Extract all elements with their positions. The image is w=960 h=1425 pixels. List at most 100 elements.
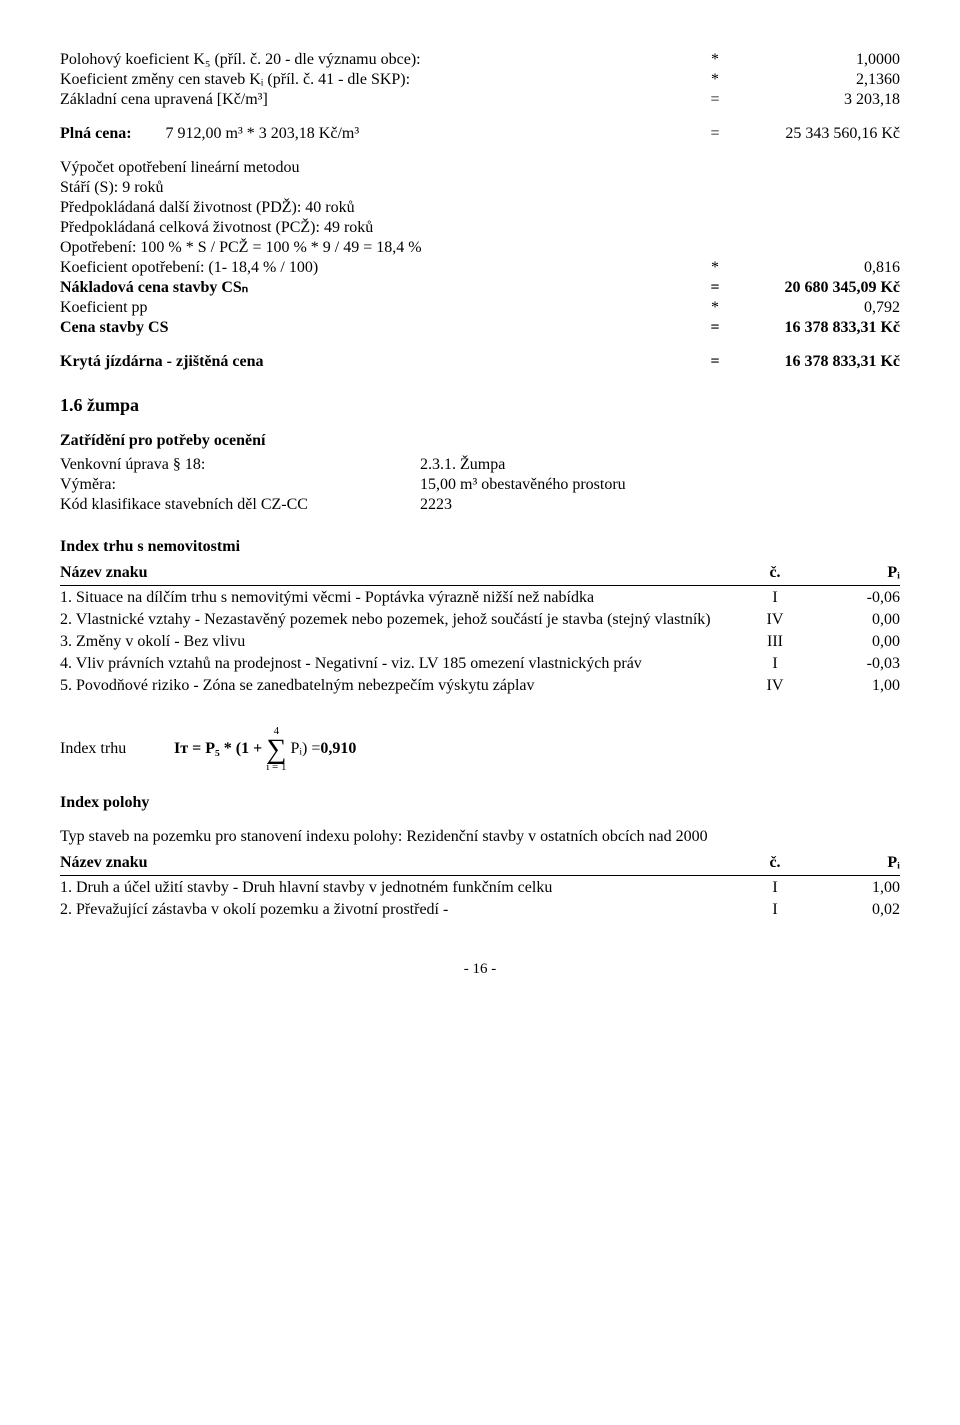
cell-pi: 0,00 (810, 632, 900, 652)
head-num: č. (740, 563, 810, 583)
op: = (700, 90, 730, 110)
cell-num: I (740, 900, 810, 920)
label: Krytá jízdárna - zjištěná cena (60, 352, 700, 372)
formula-result: 0,910 (320, 739, 356, 759)
head-name: Název znaku (60, 853, 740, 873)
index-trhu-formula: Index trhu Iᴛ = P₅ * (1 + 4 ∑ i = 1 Pᵢ) … (60, 726, 900, 773)
zatrideni-row-1: Venkovní úprava § 18: 2.3.1. Žumpa (60, 455, 900, 475)
formula-after: Pᵢ) = (290, 739, 320, 759)
value: 1,0000 (730, 50, 900, 70)
table-row: 1. Situace na dílčím trhu s nemovitými v… (60, 588, 900, 608)
op: = (700, 352, 730, 372)
value: 25 343 560,16 Kč (730, 124, 900, 144)
age-line: Stáří (S): 9 roků (60, 178, 900, 198)
wear-line: Opotřebení: 100 % * S / PCŽ = 100 % * 9 … (60, 238, 900, 258)
formula-before: Iᴛ = P₅ * (1 + (174, 739, 262, 759)
cell-pi: 1,00 (810, 878, 900, 898)
zatrideni-row-3: Kód klasifikace stavebních děl CZ-CC 222… (60, 495, 900, 515)
head-pi: Pᵢ (810, 563, 900, 583)
cell-num: IV (740, 610, 810, 630)
index-polohy-head: Název znaku č. Pᵢ (60, 853, 900, 876)
value: 2223 (420, 495, 452, 515)
full-price-label: Plná cena: (60, 125, 132, 142)
cell-num: IV (740, 676, 810, 696)
value: 2.3.1. Žumpa (420, 455, 505, 475)
wear-coef-row: Koeficient opotřebení: (1- 18,4 % / 100)… (60, 258, 900, 278)
label: Koeficient změny cen staveb Kᵢ (příl. č.… (60, 70, 700, 90)
pdz-line: Předpokládaná další životnost (PDŽ): 40 … (60, 198, 900, 218)
table-row: 4. Vliv právních vztahů na prodejnost - … (60, 654, 900, 674)
base-price-row: Základní cena upravená [Kč/m³] = 3 203,1… (60, 90, 900, 110)
full-price-row: Plná cena: 7 912,00 m³ * 3 203,18 Kč/m³ … (60, 124, 900, 144)
coef-ki-row: Koeficient změny cen staveb Kᵢ (příl. č.… (60, 70, 900, 90)
label: Nákladová cena stavby CSₙ (60, 278, 700, 298)
full-price-calc: 7 912,00 m³ * 3 203,18 Kč/m³ (166, 125, 360, 142)
value: 16 378 833,31 Kč (730, 318, 900, 338)
head-name: Název znaku (60, 563, 740, 583)
op: * (700, 298, 730, 318)
building-price-row: Cena stavby CS = 16 378 833,31 Kč (60, 318, 900, 338)
table-row: 3. Změny v okolí - Bez vlivu III 0,00 (60, 632, 900, 652)
value: 16 378 833,31 Kč (730, 352, 900, 372)
zatrideni-row-2: Výměra: 15,00 m³ obestavěného prostoru (60, 475, 900, 495)
index-trhu-title: Index trhu s nemovitostmi (60, 537, 900, 557)
cell-name: 1. Druh a účel užití stavby - Druh hlavn… (60, 878, 740, 898)
index-trhu-head: Název znaku č. Pᵢ (60, 563, 900, 586)
table-row: 1. Druh a účel užití stavby - Druh hlavn… (60, 878, 900, 898)
index-polohy-para: Typ staveb na pozemku pro stanovení inde… (60, 827, 900, 847)
label: Výměra: (60, 475, 420, 495)
label: Venkovní úprava § 18: (60, 455, 420, 475)
formula-body: Iᴛ = P₅ * (1 + 4 ∑ i = 1 Pᵢ) = 0,910 (174, 726, 356, 773)
value: 2,1360 (730, 70, 900, 90)
table-row: 2. Vlastnické vztahy - Nezastavěný pozem… (60, 610, 900, 630)
cell-pi: -0,03 (810, 654, 900, 674)
formula-label: Index trhu (60, 739, 170, 759)
cell-name: 1. Situace na dílčím trhu s nemovitými v… (60, 588, 740, 608)
zatrideni-title: Zatřídění pro potřeby ocenění (60, 431, 900, 451)
label: Koeficient opotřebení: (1- 18,4 % / 100) (60, 258, 700, 278)
page-number: - 16 - (60, 960, 900, 979)
wear-calc-title: Výpočet opotřebení lineární metodou (60, 158, 900, 178)
value: 15,00 m³ obestavěného prostoru (420, 475, 626, 495)
table-row: 2. Převažující zástavba v okolí pozemku … (60, 900, 900, 920)
coef-k5-row: Polohový koeficient K₅ (příl. č. 20 - dl… (60, 50, 900, 70)
sigma-bottom: i = 1 (266, 762, 286, 773)
cell-name: 3. Změny v okolí - Bez vlivu (60, 632, 740, 652)
cell-pi: 0,02 (810, 900, 900, 920)
cell-name: 5. Povodňové riziko - Zóna se zanedbatel… (60, 676, 740, 696)
cell-num: I (740, 588, 810, 608)
section-zumpa-title: 1.6 žumpa (60, 394, 900, 417)
head-num: č. (740, 853, 810, 873)
value: 3 203,18 (730, 90, 900, 110)
value: 20 680 345,09 Kč (730, 278, 900, 298)
op: = (700, 124, 730, 144)
op: * (700, 50, 730, 70)
cell-name: 2. Převažující zástavba v okolí pozemku … (60, 900, 740, 920)
sigma-symbol: ∑ (266, 737, 286, 762)
label: Polohový koeficient K₅ (příl. č. 20 - dl… (60, 50, 700, 70)
label: Kód klasifikace stavebních děl CZ-CC (60, 495, 420, 515)
cell-num: I (740, 878, 810, 898)
op: * (700, 70, 730, 90)
op: * (700, 258, 730, 278)
label: Koeficient pp (60, 298, 700, 318)
value: 0,816 (730, 258, 900, 278)
sigma-icon: 4 ∑ i = 1 (266, 726, 286, 773)
label: Základní cena upravená [Kč/m³] (60, 90, 700, 110)
cell-num: I (740, 654, 810, 674)
table-row: 5. Povodňové riziko - Zóna se zanedbatel… (60, 676, 900, 696)
pp-coef-row: Koeficient pp * 0,792 (60, 298, 900, 318)
op: = (700, 278, 730, 298)
cell-name: 2. Vlastnické vztahy - Nezastavěný pozem… (60, 610, 740, 630)
pcz-line: Předpokládaná celková životnost (PCŽ): 4… (60, 218, 900, 238)
cell-num: III (740, 632, 810, 652)
label: Plná cena: 7 912,00 m³ * 3 203,18 Kč/m³ (60, 124, 700, 144)
head-pi: Pᵢ (810, 853, 900, 873)
index-polohy-title: Index polohy (60, 793, 900, 813)
label: Cena stavby CS (60, 318, 700, 338)
cell-pi: -0,06 (810, 588, 900, 608)
value: 0,792 (730, 298, 900, 318)
final-price-row: Krytá jízdárna - zjištěná cena = 16 378 … (60, 352, 900, 372)
cell-name: 4. Vliv právních vztahů na prodejnost - … (60, 654, 740, 674)
cell-pi: 0,00 (810, 610, 900, 630)
